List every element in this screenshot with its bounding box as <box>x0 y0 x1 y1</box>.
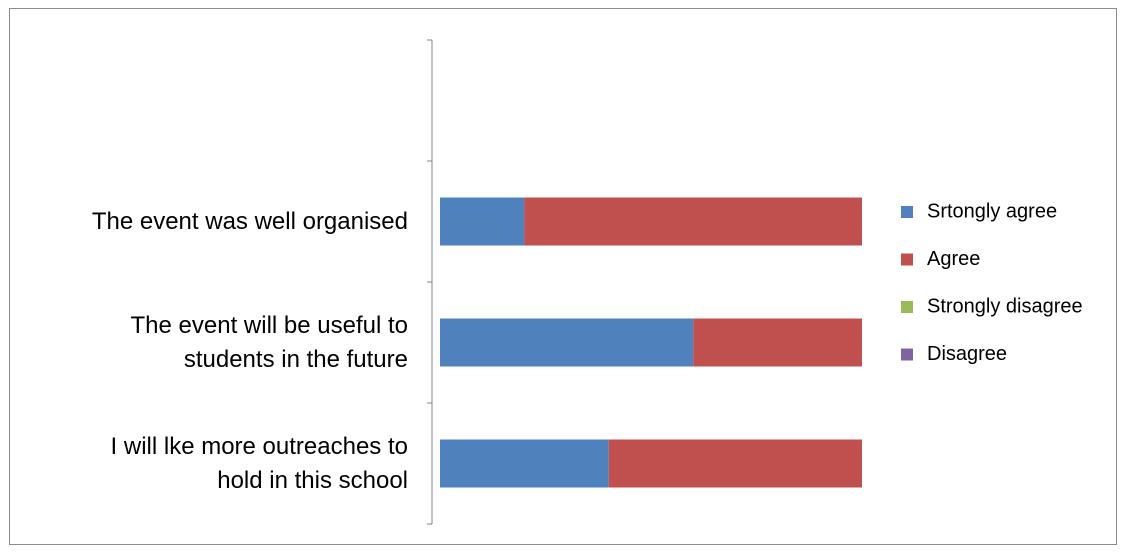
chart-border <box>9 8 1117 545</box>
bar-segment <box>440 439 609 488</box>
y-tick-label: The event will be useful to students in … <box>130 311 409 373</box>
legend-swatch <box>901 301 913 313</box>
bar-segment <box>608 439 862 488</box>
bar-segment <box>440 318 694 367</box>
legend-swatch <box>901 253 913 266</box>
legend-label: Agree <box>927 248 980 270</box>
bar-segment <box>693 318 862 367</box>
y-tick-label: The event was well organised <box>91 207 408 235</box>
legend-label: Disagree <box>927 343 1007 365</box>
y-tick-label: I will lke more outreaches to hold in th… <box>110 432 408 494</box>
bar-segment <box>440 197 525 246</box>
legend-swatch <box>901 348 913 361</box>
legend-label: Srtongly agree <box>927 200 1057 222</box>
legend-swatch <box>901 206 913 218</box>
legend-label: Strongly disagree <box>927 295 1083 317</box>
bar-segment <box>524 197 862 246</box>
